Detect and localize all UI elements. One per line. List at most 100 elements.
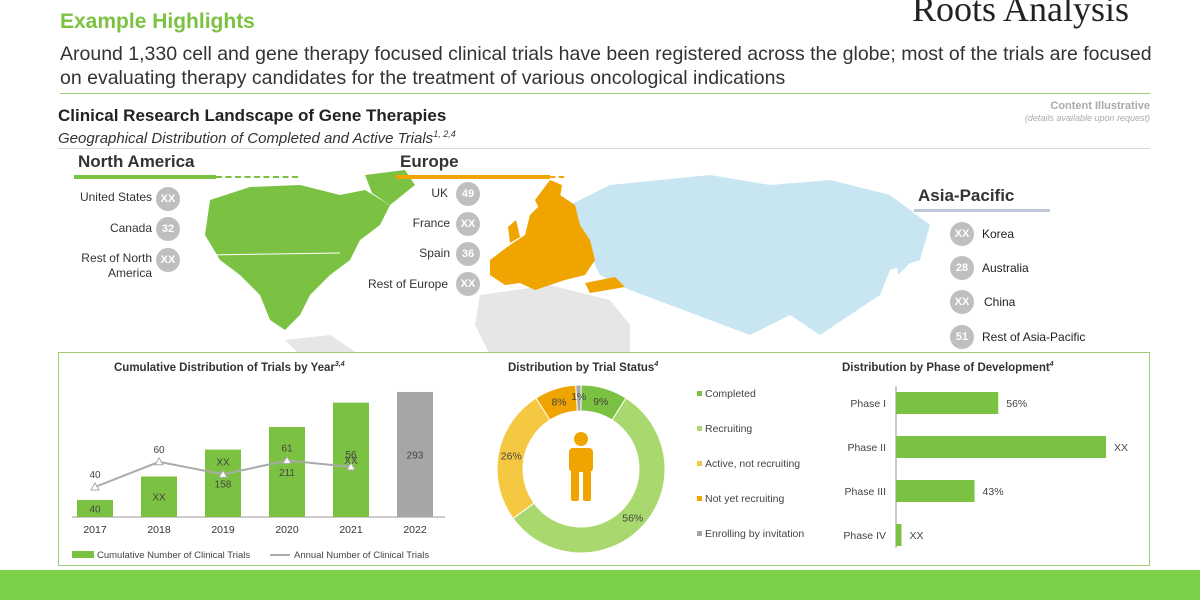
chart-phase-title-refs: 4 [1049, 361, 1054, 368]
bar-label-phase-iii: 43% [983, 486, 1004, 498]
annual-point-2017 [90, 481, 100, 491]
annual-label-2021: 56 [345, 450, 357, 461]
bar-label-2021: XX [344, 456, 358, 467]
bar-phase-ii [896, 436, 1106, 458]
map-europe [490, 195, 595, 290]
bar-cumulative-2022 [397, 391, 433, 517]
x-tick-2020: 2020 [275, 524, 299, 536]
na-value-circle: 32 [156, 217, 180, 241]
ap-country-label: Australia [982, 261, 1029, 275]
details-note: (details available upon request) [1024, 113, 1150, 123]
north-america-bar [74, 175, 216, 179]
chart-status-title: Distribution by Trial Status4 [508, 361, 658, 374]
x-tick-2017: 2017 [83, 524, 107, 536]
slice-label-recruiting: 56% [622, 513, 643, 525]
europe-title: Europe [400, 152, 459, 171]
legend-label-cumulative: Cumulative Number of Clinical Trials [97, 550, 250, 561]
eu-country-label: Rest of Europe [367, 277, 448, 291]
chart-status-title-refs: 4 [654, 361, 659, 368]
legend-swatch-completed [697, 391, 702, 396]
landscape-divider [58, 148, 1150, 149]
eu-value-circle: XX [456, 272, 480, 296]
na-value-circle: XX [156, 248, 180, 272]
bar-label-2018: XX [152, 493, 166, 504]
eu-country-label: France [412, 216, 450, 230]
annual-label-2020: 61 [281, 444, 293, 455]
eu-value-circle: 36 [456, 242, 480, 266]
north-america-title: North America [78, 152, 195, 171]
north-america-connector [216, 176, 298, 178]
divider [60, 93, 1150, 94]
highlight-summary: Around 1,330 cell and gene therapy focus… [60, 43, 1152, 89]
brand-logo: Roots Analysis [912, 0, 1130, 29]
map-south-america [285, 335, 360, 355]
ap-country-label: Rest of Asia-Pacific [982, 330, 1086, 344]
legend-label-active-not-recruiting: Active, not recruiting [705, 458, 800, 470]
na-country-label: Rest of North America [81, 251, 152, 280]
eu-country-label: UK [431, 186, 448, 200]
annual-label-2019: XX [216, 457, 230, 468]
landscape-subtitle-text: Geographical Distribution of Completed a… [58, 130, 434, 147]
slice-label-completed: 9% [593, 396, 608, 408]
legend-swatch-cumulative [72, 551, 94, 558]
ap-value-circle: 51 [950, 325, 974, 349]
chart-year-title-text: Cumulative Distribution of Trials by Yea… [114, 361, 335, 374]
x-tick-2022: 2022 [403, 524, 427, 536]
legend-label-annual: Annual Number of Clinical Trials [294, 550, 429, 561]
bar-label-2019: 158 [215, 479, 232, 490]
ap-country-label: China [984, 295, 1016, 309]
bar-phase-iv [896, 524, 902, 546]
asia-pacific-bar [914, 209, 1050, 212]
legend-label-enrolling-by-invitation: Enrolling by invitation [705, 528, 804, 540]
legend-swatch-recruiting [697, 426, 702, 431]
legend-label-completed: Completed [705, 388, 756, 400]
eu-value-circle: XX [456, 212, 480, 236]
annual-point-2020 [282, 455, 292, 465]
bar-phase-iii [896, 480, 975, 502]
bar-label-2020: 211 [279, 468, 295, 479]
content-illustrative-label: Content Illustrative [1050, 100, 1150, 112]
annual-point-2019 [218, 469, 228, 478]
map-turkey [585, 277, 625, 293]
slice-label-enrolling-by-invitation: 1% [571, 391, 586, 403]
landscape-subtitle-refs: 1, 2,4 [433, 129, 456, 139]
eu-value-circle: 49 [456, 182, 480, 206]
ap-value-circle: 28 [950, 256, 974, 280]
highlights-heading: Example Highlights [60, 10, 255, 33]
chart-status-title-text: Distribution by Trial Status [508, 361, 655, 374]
legend-label-not-yet-recruiting: Not yet recruiting [705, 493, 785, 505]
person-icon [569, 432, 593, 501]
slice-label-not-yet-recruiting: 8% [551, 396, 566, 408]
bar-cumulative-2017 [77, 499, 113, 517]
landscape-subtitle: Geographical Distribution of Completed a… [58, 129, 456, 147]
map-africa [475, 285, 630, 355]
ap-value-circle: XX [950, 222, 974, 246]
chart-year-svg: 40 2017 XX 2018 158 2019 211 2020 XX 2021 293 2022 4… [72, 391, 445, 561]
map-japan [895, 240, 908, 275]
bar-cumulative-2020 [269, 426, 305, 517]
europe-bar [396, 175, 550, 179]
bar-label-phase-i: 56% [1006, 398, 1027, 410]
bar-cumulative-2021 [333, 402, 369, 517]
legend-swatch-active-not-recruiting [697, 461, 702, 466]
x-tick-2021: 2021 [339, 524, 363, 536]
landscape-title: Clinical Research Landscape of Gene Ther… [58, 106, 447, 125]
bar-label-2022: 293 [407, 450, 424, 461]
chart-phase-svg: Phase I 56% Phase II XX Phase III 43% Phase IV… [843, 386, 1128, 548]
na-value-circle: XX [156, 187, 180, 211]
chart-year-title: Cumulative Distribution of Trials by Yea… [114, 361, 345, 374]
chart-status-svg: 9% Completed 56% Recruiting 26% Active, not r… [496, 384, 804, 554]
chart-phase-title-text: Distribution by Phase of Development [842, 361, 1050, 374]
y-tick-phase-iv: Phase IV [843, 530, 886, 542]
x-tick-2019: 2019 [211, 524, 235, 536]
ap-country-label: Korea [982, 227, 1015, 241]
map-north-america [205, 185, 390, 330]
legend-swatch-not-yet-recruiting [697, 496, 702, 501]
slice-enrolling-by-invitation [575, 384, 582, 412]
annual-point-2021 [346, 461, 356, 471]
legend-label-recruiting: Recruiting [705, 423, 752, 435]
bar-phase-i [896, 392, 999, 414]
asia-pacific-title: Asia-Pacific [918, 186, 1015, 205]
eu-country-label: Spain [419, 246, 450, 260]
bar-label-phase-iv: XX [909, 530, 923, 542]
